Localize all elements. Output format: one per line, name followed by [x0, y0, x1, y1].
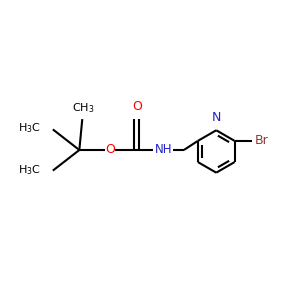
Text: CH$_3$: CH$_3$ [72, 101, 94, 115]
Text: Br: Br [255, 134, 269, 147]
Text: NH: NH [154, 143, 172, 157]
Text: H$_3$C: H$_3$C [18, 122, 41, 135]
Text: O: O [105, 143, 115, 157]
Text: O: O [132, 100, 142, 112]
Text: N: N [212, 111, 221, 124]
Text: H$_3$C: H$_3$C [18, 163, 41, 177]
